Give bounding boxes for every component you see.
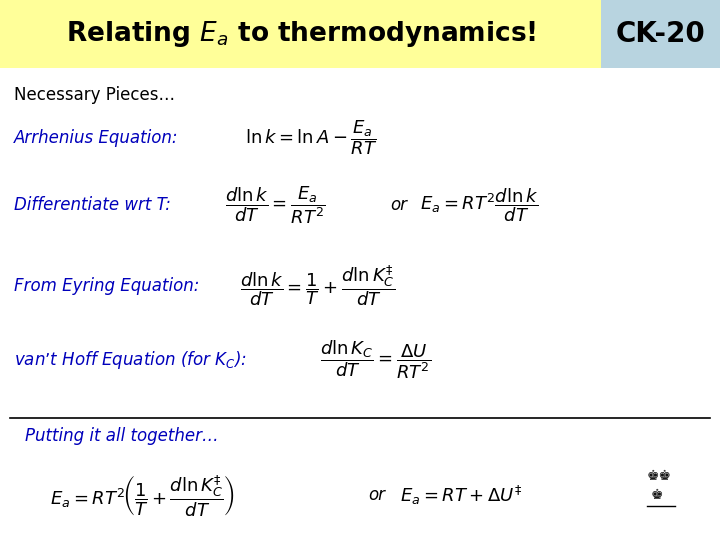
Text: Necessary Pieces…: Necessary Pieces… [14,86,175,104]
Text: Differentiate wrt T:: Differentiate wrt T: [14,196,171,214]
Text: Arrhenius Equation:: Arrhenius Equation: [14,129,179,147]
Text: $E_a = RT^2 \dfrac{d\ln k}{dT}$: $E_a = RT^2 \dfrac{d\ln k}{dT}$ [420,186,539,224]
Text: van’t Hoff Equation (for $K_C$):: van’t Hoff Equation (for $K_C$): [14,349,247,371]
Text: ♚: ♚ [651,488,664,502]
Bar [0,0,601,68]
Text: CK-20: CK-20 [616,20,706,48]
Text: $\dfrac{d\ln k}{dT} = \dfrac{E_a}{RT^2}$: $\dfrac{d\ln k}{dT} = \dfrac{E_a}{RT^2}$ [225,184,325,226]
Bar [601,0,720,68]
Text: $\dfrac{d\ln k}{dT} = \dfrac{1}{T} + \dfrac{d\ln K_C^{\ddagger}}{dT}$: $\dfrac{d\ln k}{dT} = \dfrac{1}{T} + \df… [240,264,395,308]
Text: Relating $E_a$ to thermodynamics!: Relating $E_a$ to thermodynamics! [66,19,536,49]
Text: or: or [390,196,407,214]
Text: or: or [368,486,385,504]
Text: From Eyring Equation:: From Eyring Equation: [14,277,199,295]
Text: $\dfrac{d\ln K_C}{dT} = \dfrac{\Delta U}{RT^2}$: $\dfrac{d\ln K_C}{dT} = \dfrac{\Delta U}… [320,339,431,381]
Text: $E_a = RT^2\!\left(\dfrac{1}{T} + \dfrac{d\ln K_C^{\ddagger}}{dT}\right)$: $E_a = RT^2\!\left(\dfrac{1}{T} + \dfrac… [50,472,235,517]
Text: ♚♚: ♚♚ [647,469,672,483]
Text: $\ln k = \ln A - \dfrac{E_a}{RT}$: $\ln k = \ln A - \dfrac{E_a}{RT}$ [245,119,377,157]
Text: $E_a = RT + \Delta U^{\ddagger}$: $E_a = RT + \Delta U^{\ddagger}$ [400,483,522,507]
Text: Putting it all together…: Putting it all together… [25,427,219,445]
